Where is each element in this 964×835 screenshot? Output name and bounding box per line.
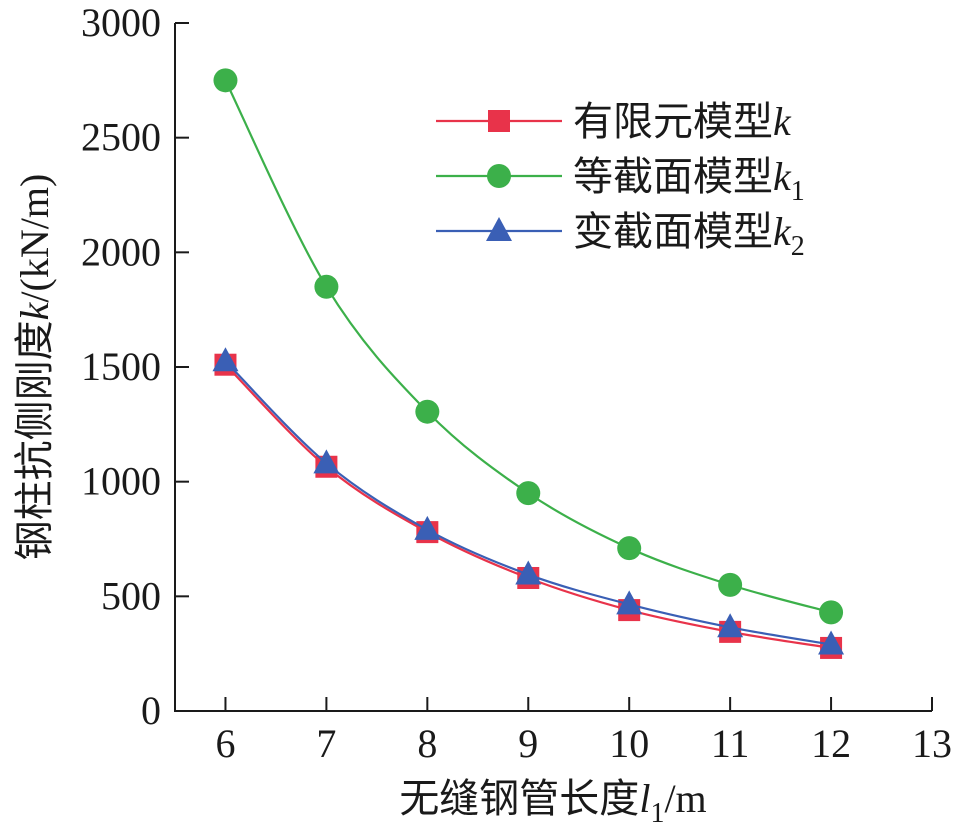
legend-item-1: 有限元模型k: [436, 99, 792, 144]
legend-item-3: 变截面模型k2: [436, 209, 805, 262]
legend-label: 变截面模型k2: [573, 209, 805, 262]
y-tick-label: 3000: [81, 0, 161, 45]
x-tick-label: 8: [417, 721, 437, 766]
data-point: [314, 274, 339, 299]
axis-titles: 无缝钢管长度l1/m 钢柱抗侧刚度k/(kN/m): [12, 174, 707, 829]
y-tick-label: 1000: [81, 459, 161, 504]
data-point: [414, 515, 441, 540]
y-tick-label: 500: [101, 573, 161, 618]
legend-swatch-marker: [487, 164, 511, 188]
data-point: [313, 449, 340, 474]
data-point: [212, 347, 239, 372]
data-point: [717, 613, 744, 638]
y-tick-label: 2000: [81, 229, 161, 274]
data-point: [617, 536, 642, 561]
x-tick-label: 10: [609, 721, 649, 766]
legend-label: 有限元模型k: [573, 99, 792, 144]
x-axis-title: 无缝钢管长度l1/m: [399, 776, 706, 829]
y-tick-label: 0: [141, 688, 161, 733]
data-point: [516, 481, 541, 506]
series-2: [213, 68, 844, 625]
y-tick-label: 2500: [81, 115, 161, 160]
data-point: [819, 600, 844, 625]
x-tick-label: 13: [912, 721, 952, 766]
series-line: [224, 363, 832, 650]
legend-label: 等截面模型k1: [573, 154, 805, 207]
x-tick-label: 11: [711, 721, 750, 766]
legend-item-2: 等截面模型k1: [436, 154, 805, 207]
y-tick-label: 1500: [81, 344, 161, 389]
x-tick-label: 7: [316, 721, 336, 766]
data-point: [616, 590, 643, 615]
series-layer: [212, 68, 845, 659]
y-axis-title: 钢柱抗侧刚度k/(kN/m): [12, 174, 57, 561]
axis-frame: [174, 23, 932, 712]
data-point: [213, 68, 238, 93]
legend-swatch-marker: [486, 217, 512, 241]
series-1: [214, 353, 843, 659]
x-tick-label: 12: [811, 721, 851, 766]
x-tick-label: 9: [518, 721, 538, 766]
data-point: [515, 560, 542, 585]
series-3: [212, 347, 845, 655]
x-tick-label: 6: [215, 721, 235, 766]
data-point: [718, 572, 743, 597]
data-point: [415, 399, 440, 424]
axes: 0 500 1000 1500 2000 2500 3000 6 7 8 9 10 11 12 13: [81, 0, 952, 766]
legend-swatch-marker: [488, 110, 510, 132]
data-point: [818, 630, 845, 655]
